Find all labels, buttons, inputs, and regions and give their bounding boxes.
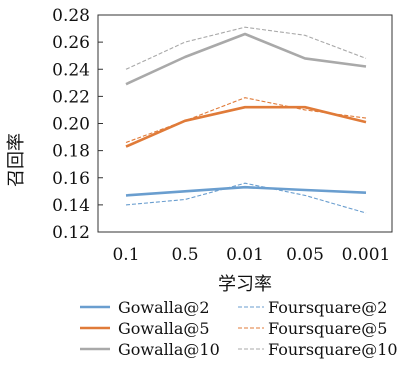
x-tick-label: 0.01 bbox=[226, 245, 264, 265]
y-tick-label: 0.18 bbox=[52, 142, 90, 162]
y-tick-label: 0.22 bbox=[52, 87, 90, 107]
x-axis-label: 学习率 bbox=[218, 274, 272, 295]
x-tick-label: 0.05 bbox=[286, 245, 324, 265]
x-tick-group: 0.1 0.5 0.01 0.05 0.001 bbox=[112, 245, 390, 265]
y-tick-label: 0.12 bbox=[52, 223, 90, 243]
y-tick-label: 0.28 bbox=[52, 6, 90, 26]
legend-label: Foursquare@2 bbox=[268, 298, 387, 317]
series-line-gowalla-10 bbox=[125, 32, 367, 86]
y-tick-label: 0.24 bbox=[52, 60, 90, 80]
y-tick-group: 0.12 0.14 0.16 0.18 0.20 0.22 0.24 0.26 0.28 bbox=[52, 6, 103, 243]
legend-label: Gowalla@10 bbox=[118, 340, 220, 359]
series-line-foursquare-5 bbox=[125, 97, 367, 144]
legend-label: Foursquare@10 bbox=[268, 340, 398, 359]
y-tick-label: 0.20 bbox=[52, 115, 90, 135]
x-tick-label: 0.1 bbox=[112, 245, 139, 265]
plot-frame bbox=[97, 14, 393, 233]
x-tick-label: 0.5 bbox=[171, 245, 198, 265]
y-tick-label: 0.16 bbox=[52, 169, 90, 189]
y-tick-label: 0.14 bbox=[52, 196, 90, 216]
series-line-foursquare-10 bbox=[125, 26, 367, 70]
series-line-gowalla-2 bbox=[125, 185, 367, 197]
legend-label: Gowalla@2 bbox=[118, 298, 210, 317]
series-line-gowalla-5 bbox=[125, 105, 367, 148]
x-tick-label: 0.001 bbox=[342, 245, 391, 265]
legend-label: Gowalla@5 bbox=[118, 319, 210, 338]
legend: Gowalla@2 Gowalla@5 Gowalla@10 Foursquare@2… bbox=[80, 298, 398, 359]
y-axis-label: 召回率 bbox=[6, 133, 27, 187]
legend-label: Foursquare@5 bbox=[268, 319, 387, 338]
series-group bbox=[125, 26, 367, 214]
series-line-foursquare-2 bbox=[125, 182, 367, 214]
y-tick-label: 0.26 bbox=[52, 33, 90, 53]
